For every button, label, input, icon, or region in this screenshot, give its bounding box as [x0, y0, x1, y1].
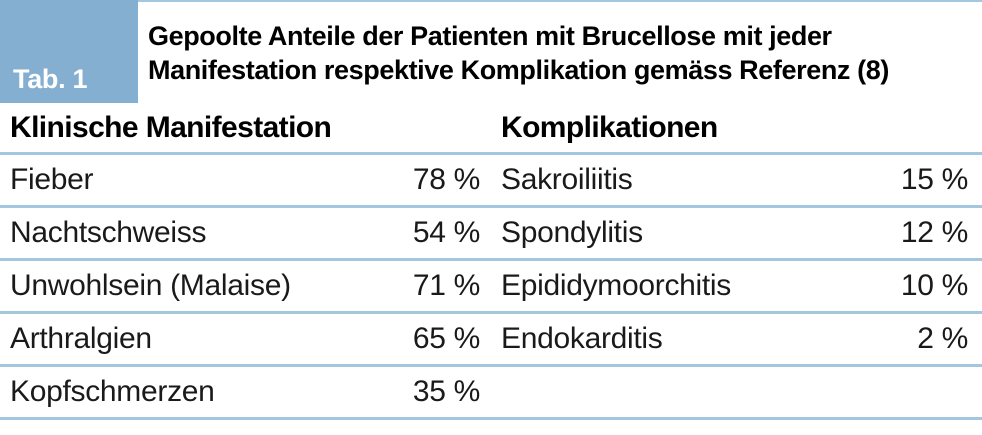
komplikation-value: 15 % [900, 163, 968, 196]
manifestation-value: 78 % [412, 163, 480, 196]
table-row: Kopfschmerzen 35 % [0, 367, 982, 420]
table-title-line1: Gepoolte Anteile der Patienten mit Bruce… [148, 20, 832, 51]
komplikation-value: 12 % [900, 216, 968, 249]
manifestation-value: 65 % [412, 322, 480, 355]
table-row: Unwohlsein (Malaise) 71 % Epididymoorchi… [0, 261, 982, 314]
komplikation-label: Epididymoorchitis [501, 269, 731, 302]
table-title-line2: Manifestation respektive Komplikation ge… [148, 54, 889, 85]
komplikation-value: 10 % [900, 269, 968, 302]
column-header-row: Klinische Manifestation Komplikationen [0, 103, 982, 155]
manifestation-value: 35 % [412, 375, 480, 408]
table-number-label: Tab. 1 [13, 64, 88, 94]
manifestation-label: Unwohlsein (Malaise) [10, 269, 291, 302]
table-number-badge: Tab. 1 [0, 0, 138, 103]
komplikation-label: Spondylitis [501, 216, 643, 249]
manifestation-value: 54 % [412, 216, 480, 249]
table-header-band: Tab. 1 Gepoolte Anteile der Patienten mi… [0, 0, 982, 103]
manifestation-label: Arthralgien [10, 322, 152, 355]
table-title: Gepoolte Anteile der Patienten mit Bruce… [138, 0, 982, 103]
column-header-komplikationen: Komplikationen [501, 110, 718, 144]
manifestation-label: Kopfschmerzen [10, 375, 215, 408]
table-row: Arthralgien 65 % Endokarditis 2 % [0, 314, 982, 367]
table-row: Nachtschweiss 54 % Spondylitis 12 % [0, 208, 982, 261]
manifestation-label: Nachtschweiss [10, 216, 207, 249]
column-header-manifestation: Klinische Manifestation [10, 110, 332, 144]
komplikation-value: 2 % [917, 322, 968, 355]
komplikation-label: Endokarditis [501, 322, 663, 355]
manifestation-value: 71 % [412, 269, 480, 302]
manifestation-label: Fieber [10, 163, 94, 196]
table-row: Fieber 78 % Sakroiliitis 15 % [0, 155, 982, 208]
komplikation-label: Sakroiliitis [501, 163, 633, 196]
